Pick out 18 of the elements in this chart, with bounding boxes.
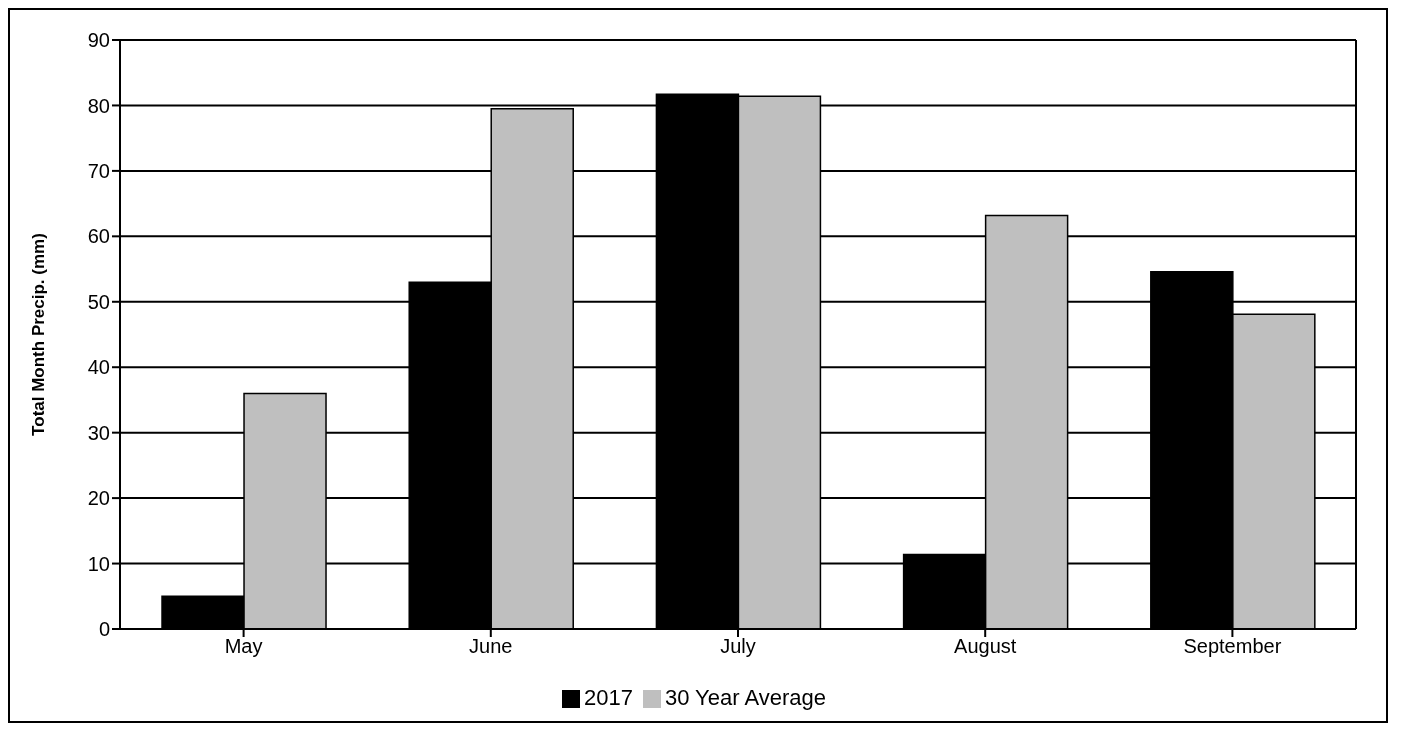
y-tick-label: 0: [98, 618, 110, 641]
y-tick-label: 20: [87, 487, 110, 510]
y-tick-label: 90: [87, 29, 110, 52]
legend-label: 30 Year Average: [664, 685, 827, 710]
x-tick-label: June: [469, 635, 513, 658]
y-tick-label: 40: [87, 356, 110, 379]
x-tick-label: July: [720, 635, 756, 658]
y-tick-label: 50: [87, 290, 110, 313]
y-tick-label: 80: [87, 94, 110, 117]
y-tick-label: 70: [87, 159, 110, 182]
y-tick-label: 30: [87, 421, 110, 444]
x-tick-label: September: [1183, 635, 1282, 658]
x-tick-label: May: [224, 635, 263, 658]
x-tick-label: August: [954, 635, 1017, 658]
y-tick-label: 10: [87, 552, 110, 575]
y-axis-title: Total Month Precip. (mm): [29, 233, 49, 436]
y-tick-label: 60: [87, 225, 110, 248]
legend-label: 2017: [583, 685, 633, 710]
